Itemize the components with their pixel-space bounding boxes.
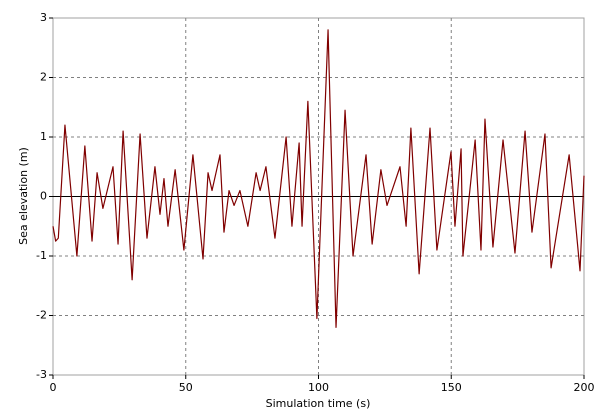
data-line — [52, 29, 585, 328]
y-axis-label: Sea elevation (m) — [17, 147, 30, 245]
x-tick-label: 0 — [50, 381, 57, 394]
x-tick-label: 150 — [441, 381, 462, 394]
y-tick-label: -2 — [36, 309, 47, 322]
y-tick-label: 3 — [40, 11, 47, 24]
y-tick-label: 2 — [40, 71, 47, 84]
x-axis-label: Simulation time (s) — [266, 397, 371, 410]
x-tick-label: 200 — [574, 381, 595, 394]
x-tick-label: 100 — [308, 381, 329, 394]
y-tick-label: -1 — [36, 249, 47, 262]
y-tick-label: 0 — [40, 190, 47, 203]
y-tick-label: 1 — [40, 130, 47, 143]
x-tick-label: 50 — [179, 381, 193, 394]
y-tick-label: -3 — [36, 368, 47, 381]
